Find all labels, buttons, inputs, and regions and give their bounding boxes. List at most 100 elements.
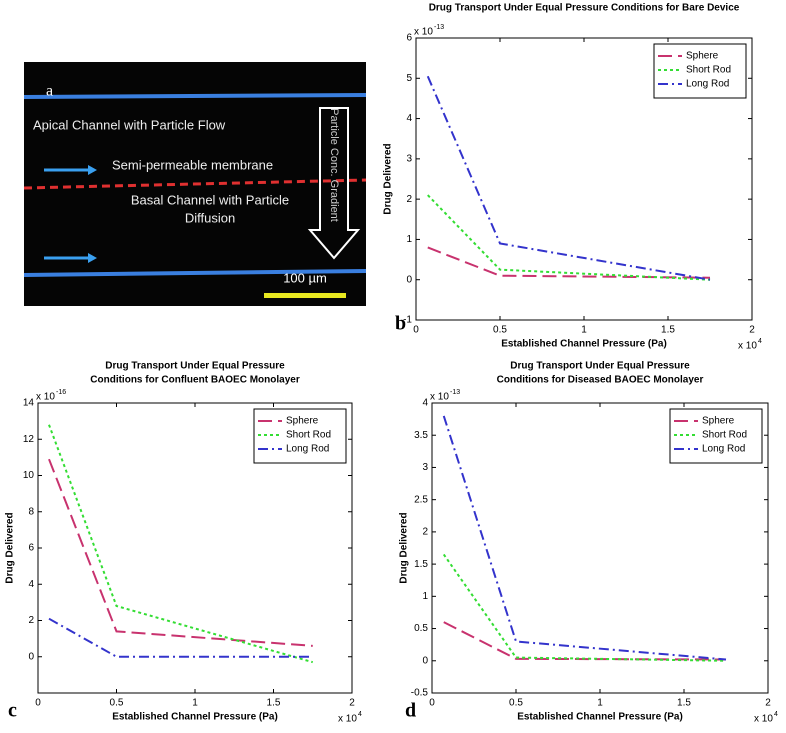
y-scale-exp: -13: [434, 24, 444, 31]
y-tick-label: 6: [28, 543, 34, 554]
y-tick-label: 4: [422, 398, 428, 409]
legend-label: Long Rod: [286, 444, 329, 455]
x-tick-label: 0.5: [493, 325, 507, 336]
series-line: [48, 617, 313, 658]
x-tick-label: 1.5: [661, 325, 675, 336]
x-scale-exp: 4: [774, 711, 778, 718]
series-line: [442, 553, 727, 662]
panel-a: Particle Conc. Gradient a Apical Channel…: [23, 62, 367, 306]
panel-label: a: [46, 83, 53, 100]
y-axis-label: Drug Delivered: [383, 143, 394, 214]
chart-title: Drug Transport Under Equal Pressure: [105, 361, 285, 372]
y-tick-label: 12: [23, 434, 35, 445]
x-tick-label: 2: [349, 698, 355, 709]
legend-label: Short Rod: [686, 65, 731, 76]
panel-label: b: [395, 313, 406, 335]
channel-wall: [23, 269, 367, 277]
panel-label: c: [8, 700, 17, 722]
x-tick-label: 2: [749, 325, 755, 336]
chart-title: Conditions for Diseased BAOEC Monolayer: [497, 375, 704, 386]
chart-title: Conditions for Confluent BAOEC Monolayer: [90, 375, 300, 386]
series-line: [427, 194, 711, 281]
legend-label: Short Rod: [702, 430, 747, 441]
y-axis-label: Drug Delivered: [399, 512, 410, 583]
scale-label: 100 µm: [283, 270, 327, 285]
x-tick-label: 0: [429, 698, 435, 709]
region-label: Apical Channel with Particle Flow: [33, 117, 226, 132]
flow-arrow-head: [88, 165, 97, 175]
x-tick-label: 0.5: [110, 698, 124, 709]
y-tick-label: 2: [28, 615, 34, 626]
x-axis-label: Established Channel Pressure (Pa): [112, 712, 278, 723]
legend-box: [669, 408, 763, 464]
y-tick-label: 3: [406, 153, 412, 164]
panel-label: d: [405, 700, 416, 722]
legend-label: Long Rod: [686, 79, 729, 90]
legend-box: [253, 408, 347, 464]
x-tick-label: 1: [597, 698, 603, 709]
x-scale: x 10: [754, 714, 773, 725]
series-line: [48, 458, 313, 647]
y-scale: x 10: [414, 27, 433, 38]
y-tick-label: 3: [422, 462, 428, 473]
y-tick-label: 6: [406, 33, 412, 44]
y-scale-exp: -13: [450, 389, 460, 396]
x-tick-label: 2: [765, 698, 771, 709]
series-line: [48, 424, 314, 664]
x-tick-label: 0.5: [509, 698, 523, 709]
region-label: Semi-permeable membrane: [112, 157, 273, 172]
x-tick-label: 1: [192, 698, 198, 709]
y-tick-label: 0: [28, 651, 34, 662]
y-tick-label: 2: [406, 194, 412, 205]
x-axis-label: Established Channel Pressure (Pa): [501, 339, 667, 350]
x-scale-exp: 4: [758, 338, 762, 345]
y-tick-label: 8: [28, 506, 34, 517]
x-scale-exp: 4: [358, 711, 362, 718]
x-tick-label: 0: [35, 698, 41, 709]
y-tick-label: 0: [422, 655, 428, 666]
y-tick-label: 10: [23, 470, 35, 481]
y-tick-label: 14: [23, 398, 35, 409]
y-scale-exp: -16: [56, 389, 66, 396]
y-scale: x 10: [430, 392, 449, 403]
x-scale: x 10: [738, 341, 757, 352]
y-tick-label: -1: [403, 315, 412, 326]
y-tick-label: 1: [422, 591, 428, 602]
x-tick-label: 1.5: [267, 698, 281, 709]
chart-title: Drug Transport Under Equal Pressure Cond…: [429, 3, 740, 14]
y-tick-label: 0: [406, 274, 412, 285]
x-tick-label: 1: [581, 325, 587, 336]
y-tick-label: 3.5: [414, 430, 428, 441]
gradient-arrow: [307, 107, 361, 260]
legend-label: Sphere: [702, 416, 735, 427]
x-axis-label: Established Channel Pressure (Pa): [517, 712, 683, 723]
legend-label: Sphere: [286, 416, 319, 427]
y-tick-label: 2.5: [414, 494, 428, 505]
chart-title: Drug Transport Under Equal Pressure: [510, 361, 690, 372]
x-scale: x 10: [338, 714, 357, 725]
y-tick-label: -0.5: [411, 688, 429, 699]
channel-wall: [23, 93, 367, 99]
y-tick-label: 5: [406, 73, 412, 84]
legend-box: [653, 43, 747, 99]
gradient-label: Particle Conc. Gradient: [328, 108, 340, 222]
x-tick-label: 0: [413, 325, 419, 336]
y-tick-label: 4: [406, 113, 412, 124]
y-tick-label: 2: [422, 527, 428, 538]
y-tick-label: 1.5: [414, 559, 428, 570]
y-scale: x 10: [36, 392, 55, 403]
legend-label: Sphere: [686, 51, 719, 62]
region-label: Diffusion: [185, 210, 235, 225]
x-tick-label: 1.5: [677, 698, 691, 709]
y-axis-label: Drug Delivered: [5, 512, 16, 583]
y-tick-label: 1: [406, 234, 412, 245]
y-tick-label: 0.5: [414, 623, 428, 634]
legend-label: Long Rod: [702, 444, 745, 455]
series-line: [427, 246, 711, 279]
y-tick-label: 4: [28, 579, 34, 590]
scale-bar: [264, 293, 346, 298]
series-line: [426, 75, 711, 281]
region-label: Basal Channel with Particle: [131, 192, 289, 207]
legend-label: Short Rod: [286, 430, 331, 441]
